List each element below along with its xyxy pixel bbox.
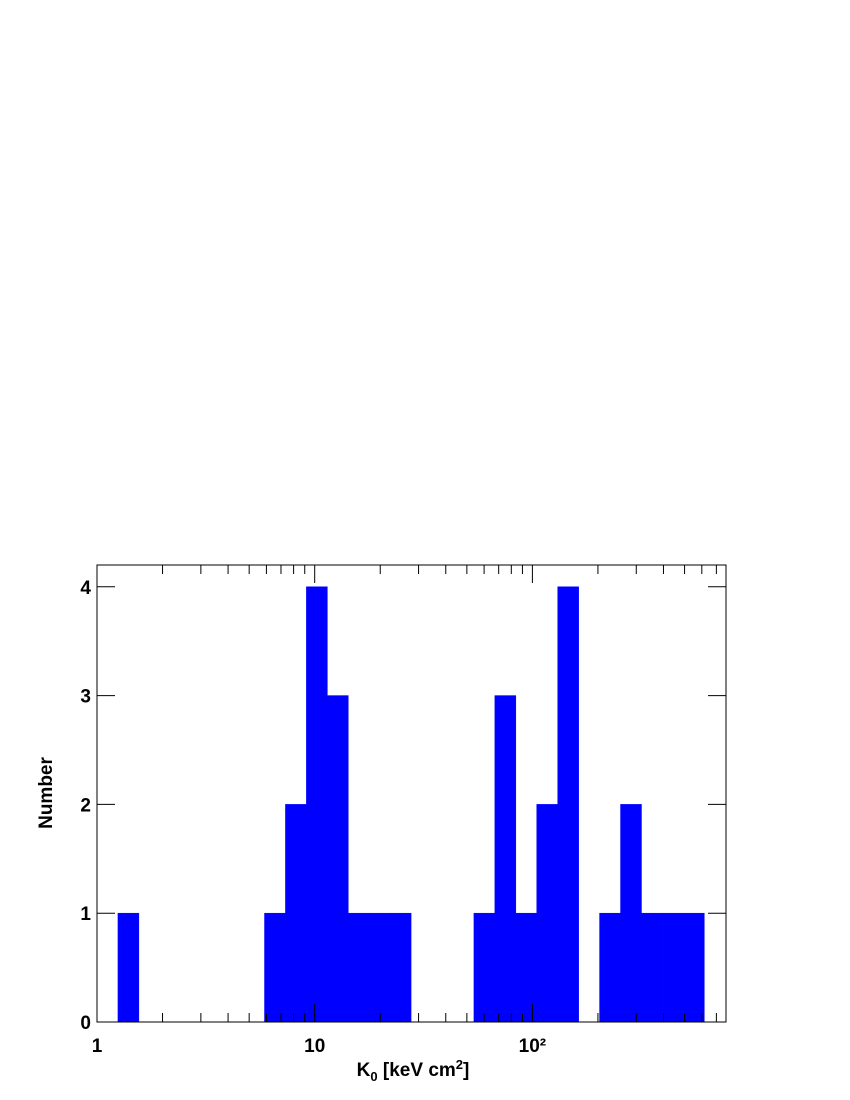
bar	[368, 912, 391, 1023]
y-axis-label: Number	[36, 757, 57, 829]
bar	[327, 695, 349, 1023]
bar	[662, 912, 684, 1023]
bar	[536, 804, 558, 1023]
bar	[473, 912, 496, 1023]
bar	[494, 695, 517, 1023]
y-tick-label: 4	[80, 578, 91, 599]
x-axis-label: K0 [keV cm2]	[357, 1057, 470, 1084]
bar	[515, 912, 537, 1023]
bar	[264, 912, 286, 1023]
bar	[620, 804, 642, 1023]
bar	[641, 912, 663, 1023]
bar	[389, 912, 412, 1023]
x-label-part: K	[357, 1060, 371, 1081]
x-tick-label: 10²	[519, 1036, 546, 1057]
x-label-part: 0	[370, 1069, 377, 1084]
bar	[683, 912, 705, 1023]
plot-frame	[96, 564, 727, 1023]
bar	[306, 586, 328, 1023]
bar	[348, 912, 370, 1023]
y-tick-label: 0	[80, 1013, 91, 1034]
y-tick-label: 1	[80, 904, 91, 925]
bar	[117, 912, 140, 1023]
bar	[599, 912, 621, 1023]
x-label-part: 2	[456, 1057, 463, 1072]
y-tick-label: 3	[80, 687, 91, 708]
x-label-part: ]	[463, 1060, 469, 1081]
bar	[557, 586, 579, 1023]
x-tick-label: 10	[304, 1036, 325, 1057]
y-tick-label: 2	[80, 795, 91, 816]
x-label-part: [keV cm	[378, 1060, 456, 1081]
x-tick-label: 1	[92, 1036, 103, 1057]
bar	[285, 804, 307, 1023]
